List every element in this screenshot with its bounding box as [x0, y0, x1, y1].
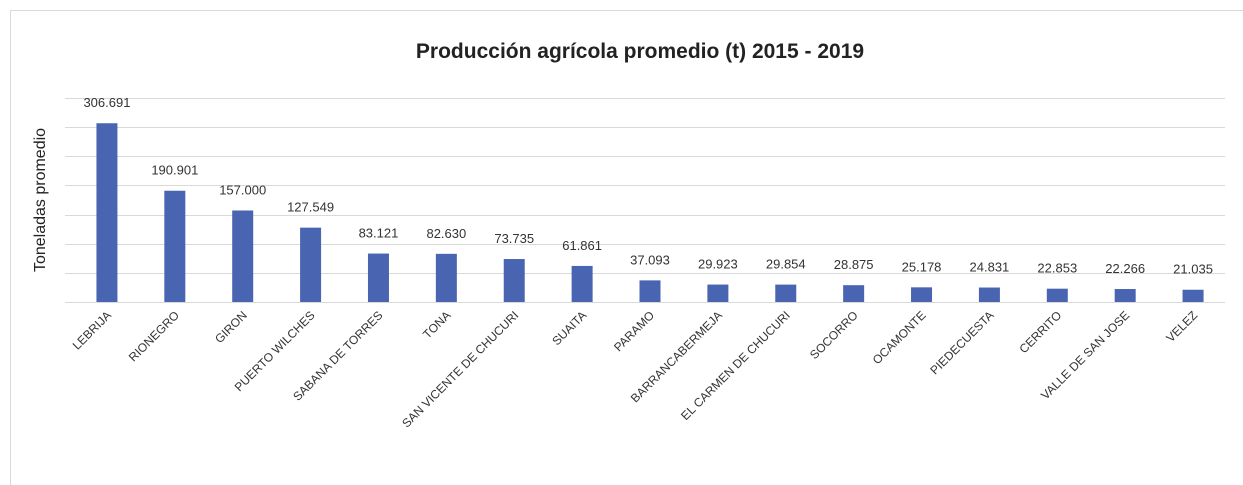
- bar: [639, 280, 661, 302]
- data-label: 127.549: [287, 200, 334, 215]
- data-label: 25.178: [902, 259, 942, 274]
- x-tick-label: RIONEGRO: [126, 308, 182, 364]
- x-tick-label: GIRON: [212, 308, 250, 346]
- x-tick-label: SOCORRO: [807, 308, 861, 362]
- chart-title: Producción agrícola promedio (t) 2015 - …: [416, 40, 864, 63]
- bar: [707, 284, 729, 302]
- bar: [232, 210, 254, 302]
- x-tick-label: LEBRIJA: [70, 308, 114, 352]
- x-tick-label: CERRITO: [1016, 308, 1064, 356]
- bar: [435, 253, 457, 302]
- bar: [843, 285, 865, 302]
- data-label: 157.000: [219, 182, 266, 197]
- data-label: 73.735: [494, 231, 534, 246]
- data-label: 37.093: [630, 252, 670, 267]
- bar: [775, 284, 797, 302]
- data-label: 28.875: [834, 257, 874, 272]
- data-label: 29.854: [766, 257, 806, 272]
- bar: [571, 265, 593, 302]
- data-label: 82.630: [426, 226, 466, 241]
- bar: [978, 287, 1000, 302]
- bar: [503, 259, 525, 302]
- data-label: 83.121: [359, 226, 399, 241]
- data-label: 190.901: [151, 163, 198, 178]
- bar: [1046, 288, 1068, 302]
- chart-border: [10, 10, 1243, 485]
- data-label: 21.035: [1173, 262, 1213, 277]
- data-label: 61.861: [562, 238, 602, 253]
- data-label: 22.266: [1105, 261, 1145, 276]
- x-tick-label: EL CARMEN DE CHUCURI: [678, 308, 793, 423]
- bar: [300, 227, 322, 302]
- x-tick-label: VELEZ: [1163, 308, 1200, 345]
- y-axis-label: Toneladas promedio: [32, 128, 49, 272]
- x-tick-label: PARAMO: [611, 308, 657, 354]
- x-tick-label: PIEDECUESTA: [927, 308, 996, 377]
- bar: [911, 287, 933, 302]
- bar: [164, 190, 186, 302]
- data-label: 22.853: [1037, 261, 1077, 276]
- bar: [1114, 289, 1136, 302]
- x-tick-label: SUAITA: [549, 308, 589, 348]
- x-tick-label: TONA: [420, 308, 453, 341]
- bar: [96, 123, 118, 303]
- bar: [1182, 289, 1204, 302]
- data-label: 24.831: [970, 260, 1010, 275]
- x-tick-label: OCAMONTE: [870, 308, 929, 367]
- bar: [367, 253, 389, 302]
- data-label: 29.923: [698, 257, 738, 272]
- data-label: 306.691: [83, 95, 130, 110]
- x-tick-label: SAN VICENTE DE CHUCURI: [399, 308, 521, 430]
